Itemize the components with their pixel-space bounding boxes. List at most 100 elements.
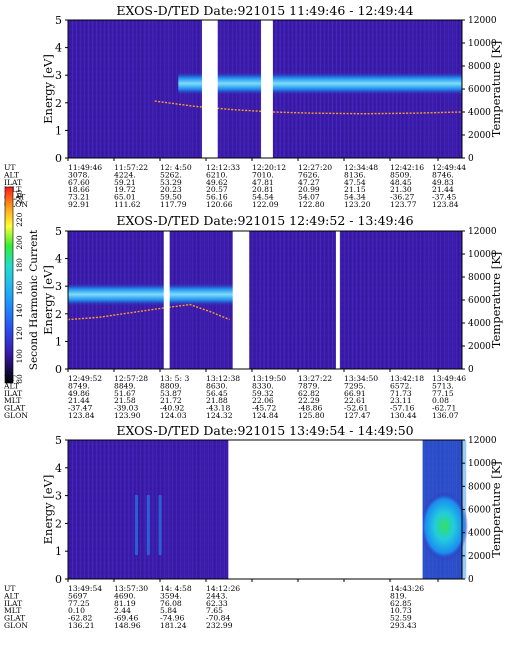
data-gap [232, 230, 250, 370]
table-cell: 6572. [390, 381, 412, 390]
heatmap-streak [116, 20, 118, 158]
y-tick-label: 1 [55, 545, 62, 558]
table-cell: -40.92 [160, 404, 184, 413]
heatmap-streak [262, 231, 264, 369]
table-cell: 59.32 [252, 389, 274, 398]
y2-axis-label: Temperature [K] [489, 41, 503, 138]
heatmap-streak [258, 231, 260, 369]
table-cell: 5697 [68, 591, 87, 600]
table-cell: -39.03 [114, 404, 138, 413]
table-cell: 11:57:22 [114, 163, 148, 172]
table-cell: 22.29 [298, 396, 320, 405]
heatmap-streak [149, 20, 151, 158]
table-cell: -52.61 [344, 404, 368, 413]
table-cell: 12:27:20 [298, 163, 332, 172]
table-row-label: GLAT [4, 614, 25, 623]
colorbar-label: Second Harmonic Current [28, 229, 40, 370]
table-cell: 20.99 [298, 185, 320, 194]
table-cell: 125.80 [298, 411, 325, 420]
panel-title: EXOS-D/TED Date:921015 13:49:54 - 14:49:… [116, 423, 413, 438]
colorbar-frame [4, 186, 14, 384]
heatmap-streak [169, 20, 171, 158]
table-cell: 49.83 [432, 178, 454, 187]
data-gap [228, 439, 423, 580]
table-cell: 2.44 [114, 606, 131, 615]
heatmap-streak [368, 231, 370, 369]
spectrogram-panel-3: EXOS-D/TED Date:921015 13:49:54 - 14:49:… [3, 423, 503, 630]
heatmap-streak [433, 231, 435, 369]
table-row-label: GLAT [4, 404, 25, 413]
heatmap-streak [356, 231, 358, 369]
colorbar-tick-label: 200 [15, 235, 24, 250]
table-cell: 21.44 [68, 396, 90, 405]
y2-tick-label: 6000 [468, 296, 491, 306]
table-cell: -62.82 [68, 614, 92, 623]
table-row-label: MLT [4, 396, 21, 405]
table-cell: 3594. [160, 591, 182, 600]
table-cell: -45.72 [252, 404, 276, 413]
heatmap-streak [128, 440, 130, 579]
heatmap-streak [116, 440, 118, 579]
y-tick-label: 3 [55, 490, 62, 503]
table-row-label: ALT [3, 170, 19, 179]
table-row-label: ALT [3, 381, 19, 390]
panel-title: EXOS-D/TED Date:921015 11:49:46 - 12:49:… [116, 3, 413, 18]
table-cell: 22.06 [252, 396, 274, 405]
heatmap-streak [76, 20, 78, 158]
table-cell: 53.87 [160, 389, 182, 398]
table-cell: 54.34 [344, 193, 366, 202]
heatmap-streak [92, 440, 94, 579]
colorbar-tick-label: 100 [15, 349, 24, 364]
table-row-label: ALT [3, 591, 19, 600]
y-tick-label: 5 [55, 14, 62, 27]
table-cell: 7.65 [206, 606, 223, 615]
heatmap-streak [96, 20, 98, 158]
table-cell: 293.43 [390, 621, 417, 630]
table-row-label: ILAT [4, 599, 22, 608]
table-cell: 18.66 [68, 185, 90, 194]
heatmap-streak [429, 231, 431, 369]
table-cell: -70.84 [206, 614, 230, 623]
colorbar-tick-label: 240 [15, 190, 24, 205]
heatmap-streak [352, 231, 354, 369]
table-cell: -74.96 [160, 614, 184, 623]
table-cell: 56.16 [206, 193, 228, 202]
table-cell: 48.45 [390, 178, 412, 187]
table-cell: 21.88 [206, 396, 228, 405]
y2-tick-label: 10000 [468, 39, 497, 49]
table-cell: 21.44 [432, 185, 454, 194]
y-tick-label: 0 [55, 152, 62, 165]
heatmap-streak [112, 20, 114, 158]
table-cell: 232.99 [206, 621, 233, 630]
table-cell: 8746. [432, 170, 454, 179]
table-cell: 117.79 [160, 200, 187, 209]
table-cell: 0.10 [68, 606, 85, 615]
colorbar-tick-label: 120 [15, 326, 24, 341]
table-cell: 21.72 [160, 396, 182, 405]
table-cell: 124.32 [206, 411, 233, 420]
table-cell: 71.73 [390, 389, 412, 398]
heatmap-streak [132, 20, 134, 158]
y-tick-label: 0 [55, 363, 62, 376]
heatmap-streak [112, 440, 114, 579]
table-cell: 122.80 [298, 200, 325, 209]
spectrogram-panel-1: EXOS-D/TED Date:921015 11:49:46 - 12:49:… [3, 3, 503, 209]
colorbar-tick-label: 220 [15, 212, 24, 227]
colorbar-tick-label: 160 [15, 281, 24, 296]
table-cell: 21.15 [344, 185, 366, 194]
table-cell: 123.77 [390, 200, 417, 209]
temperature-trace [67, 303, 230, 321]
heatmap-streak [202, 440, 204, 579]
y-axis-label: Energy [eV] [41, 265, 55, 335]
heatmap-streak [108, 440, 110, 579]
y-tick-label: 2 [55, 97, 62, 110]
table-cell: 127.47 [344, 411, 371, 420]
heatmap-streak [108, 20, 110, 158]
table-cell: 19.72 [114, 185, 136, 194]
table-cell: 13:27:22 [298, 374, 332, 383]
heatmap-streak [275, 231, 277, 369]
heatmap-streak [128, 20, 130, 158]
table-cell: 53.29 [160, 178, 182, 187]
heatmap-streak [413, 231, 415, 369]
heatmap-streak [165, 20, 167, 158]
